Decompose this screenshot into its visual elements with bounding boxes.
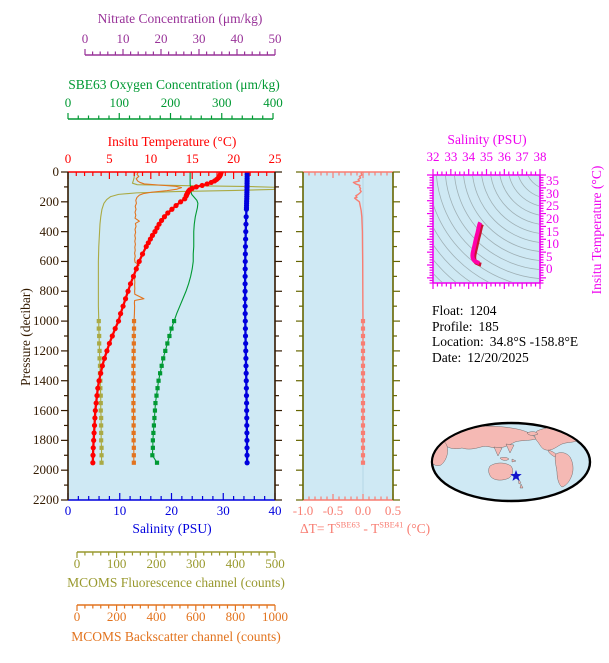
- salinity-tick-label: 20: [165, 503, 178, 518]
- pressure-tick-label: 200: [39, 193, 60, 209]
- backscatter-tick-label: 800: [225, 609, 246, 624]
- world-map: [430, 421, 592, 503]
- backscatter-tick-label: 200: [106, 609, 127, 624]
- ts-salinity-axis-title: Salinity (PSU): [447, 132, 527, 147]
- oxygen-tick-label: 400: [263, 95, 283, 110]
- salinity-tick-label: 30: [216, 503, 230, 518]
- oxygen-tick-label: 300: [212, 95, 232, 110]
- delta-t-plot: [296, 171, 400, 501]
- delta-t-tick-label: -1.0: [292, 503, 314, 518]
- pressure-axis-title: Pressure (decibar): [18, 288, 33, 386]
- oxygen-tick-label: 100: [109, 95, 130, 110]
- pressure-tick-label: 1200: [33, 342, 59, 358]
- nitrate-tick-label: 30: [192, 31, 206, 46]
- ts-salinity-tick-label: 35: [480, 149, 493, 164]
- backscatter-tick-label: 0: [73, 609, 81, 624]
- fluorescence-tick-label: 400: [225, 556, 246, 571]
- pressure-tick-label: 600: [39, 253, 60, 269]
- backscatter-tick-label: 600: [186, 609, 206, 624]
- ts-diagram: [427, 169, 546, 289]
- pressure-tick-label: 1400: [33, 372, 59, 388]
- temperature-tick-label: 0: [64, 151, 72, 166]
- salinity-tick-label: 10: [113, 503, 127, 518]
- pressure-tick-label: 1600: [33, 402, 59, 418]
- salinity-axis-title: Salinity (PSU): [132, 521, 212, 536]
- backscatter-tick-label: 400: [146, 609, 166, 624]
- pressure-tick-label: 1000: [33, 313, 59, 329]
- temperature-tick-label: 10: [144, 151, 158, 166]
- oxygen-tick-label: 0: [64, 95, 72, 110]
- temperature-tick-label: 5: [106, 151, 113, 166]
- fluorescence-axis-title: MCOMS Fluorescence channel (counts): [67, 575, 285, 590]
- nitrate-tick-label: 10: [116, 31, 130, 46]
- ts-temperature-tick-label: 30: [546, 185, 559, 201]
- ts-salinity-tick-label: 38: [533, 149, 547, 164]
- fluorescence-tick-label: 200: [146, 556, 166, 571]
- ts-temperature-tick-label: 15: [546, 223, 559, 239]
- float-info-block: Float: 1204 Profile: 185 Location: 34.8°S -…: [432, 303, 584, 365]
- ts-salinity-tick-label: 36: [497, 149, 511, 164]
- main-profile-plot: [61, 49, 282, 611]
- ts-temperature-tick-label: 0: [546, 261, 553, 277]
- ts-temperature-tick-label: 20: [546, 210, 559, 226]
- temperature-tick-label: 25: [268, 151, 282, 166]
- fluorescence-tick-label: 100: [106, 556, 127, 571]
- float-info-location: Location: 34.8°S -158.8°E: [432, 334, 579, 349]
- ts-temperature-tick-label: 10: [546, 236, 559, 252]
- delta-t-tick-label: 0.5: [384, 503, 402, 518]
- pressure-tick-label: 1800: [33, 432, 59, 448]
- float-location-star-icon: [510, 470, 522, 481]
- temperature-tick-label: 20: [227, 151, 241, 166]
- pressure-tick-label: 0: [52, 164, 60, 179]
- float-info-date: Date: 12/20/2025: [432, 349, 529, 365]
- ts-salinity-tick-label: 37: [515, 149, 529, 164]
- pressure-tick-label: 2200: [33, 492, 59, 507]
- nitrate-tick-label: 40: [230, 31, 244, 46]
- fluorescence-tick-label: 300: [186, 556, 206, 571]
- pressure-tick-label: 400: [39, 223, 60, 239]
- pressure-tick-label: 2000: [33, 462, 59, 478]
- profile-curves: [90, 172, 275, 466]
- backscatter-axis-title: MCOMS Backscatter channel (counts): [71, 629, 281, 644]
- backscatter-tick-label: 1000: [262, 609, 288, 624]
- ts-salinity-tick-label: 34: [462, 149, 476, 164]
- delta-t-tick-label: 0.0: [354, 503, 372, 518]
- ts-temperature-tick-label: 5: [546, 248, 553, 264]
- delta-t-tick-label: -0.5: [322, 503, 344, 518]
- fluorescence-tick-label: 0: [73, 556, 81, 571]
- float-info-profile: Profile: 185: [432, 318, 499, 334]
- temperature-tick-label: 15: [185, 151, 199, 166]
- ts-temperature-tick-label: 25: [546, 198, 559, 214]
- oxygen-tick-label: 200: [160, 95, 181, 110]
- float-info-float: Float: 1204: [432, 303, 497, 318]
- salinity-tick-label: 40: [268, 503, 282, 518]
- ts-temperature-axis-title: Insitu Temperature (°C): [589, 165, 604, 295]
- nitrate-tick-label: 50: [268, 31, 282, 46]
- pressure-tick-label: 800: [39, 283, 60, 299]
- delta-t-axis-title: ΔT= TSBE63 - TSBE41 (°C): [300, 519, 431, 536]
- oxygen-axis-title: SBE63 Oxygen Concentration (μm/kg): [68, 77, 280, 92]
- ts-salinity-tick-label: 32: [426, 149, 440, 164]
- salinity-tick-label: 0: [64, 503, 72, 518]
- ts-temperature-tick-label: 35: [546, 173, 559, 189]
- fluorescence-tick-label: 500: [265, 556, 285, 571]
- nitrate-axis-title: Nitrate Concentration (μm/kg): [97, 11, 263, 26]
- temperature-axis-title: Insitu Temperature (°C): [107, 134, 237, 149]
- ts-salinity-tick-label: 33: [444, 149, 458, 164]
- nitrate-tick-label: 20: [154, 31, 168, 46]
- nitrate-tick-label: 0: [81, 31, 89, 46]
